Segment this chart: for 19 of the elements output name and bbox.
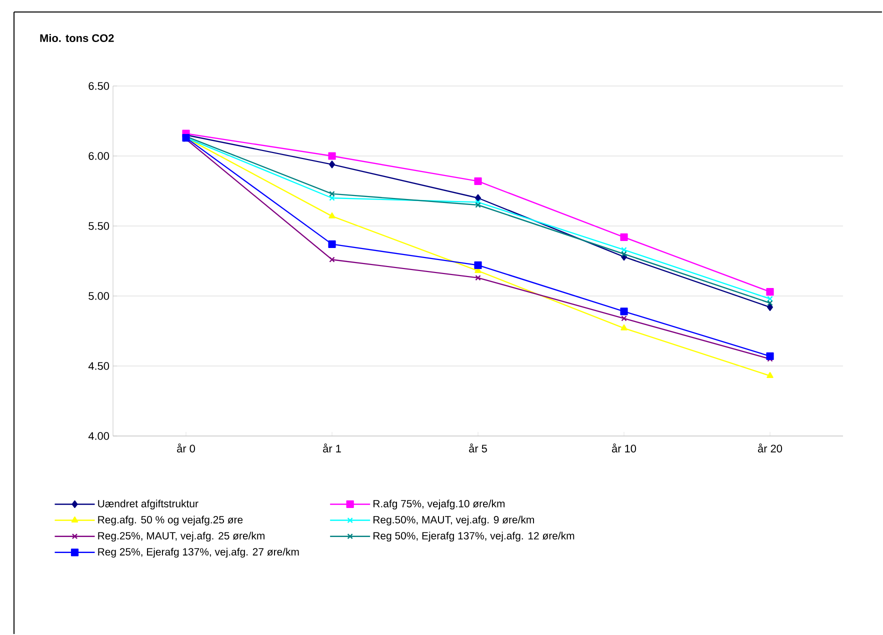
legend-label: Uændret afgiftstruktur xyxy=(98,500,198,510)
legend-label: Reg 25%, Ejerafg 137%, vej.afg. 27 øre/km xyxy=(98,548,299,558)
x-tick-label: år 5 xyxy=(469,444,487,452)
x-tick-label: år 20 xyxy=(758,444,782,452)
legend-label: Reg 50%, Ejerafg 137%, vej.afg. 12 øre/km xyxy=(374,532,574,542)
legend-label: Reg.25%, MAUT, vej.afg. 25 øre/km xyxy=(98,532,264,542)
x-tick-label: år 1 xyxy=(323,444,341,452)
y-tick-label: 6.50 xyxy=(88,82,110,90)
legend-label: Reg.50%, MAUT, vej.afg. 9 øre/km xyxy=(374,516,534,526)
y-tick-label: 5.50 xyxy=(88,222,110,230)
x-tick-label: år 10 xyxy=(612,444,636,452)
legend-label: Reg.afg. 50 % og vejafg.25 øre xyxy=(98,516,243,526)
y-tick-label: 4.50 xyxy=(88,362,110,370)
y-tick-label: 6.00 xyxy=(88,152,110,160)
y-axis-title: Mio. tons CO2 xyxy=(40,34,114,42)
x-tick-label: år 0 xyxy=(177,444,195,452)
legend-label: R.afg 75%, vejafg.10 øre/km xyxy=(374,500,505,510)
y-tick-label: 4.00 xyxy=(88,432,110,440)
y-tick-label: 5.00 xyxy=(88,292,110,300)
